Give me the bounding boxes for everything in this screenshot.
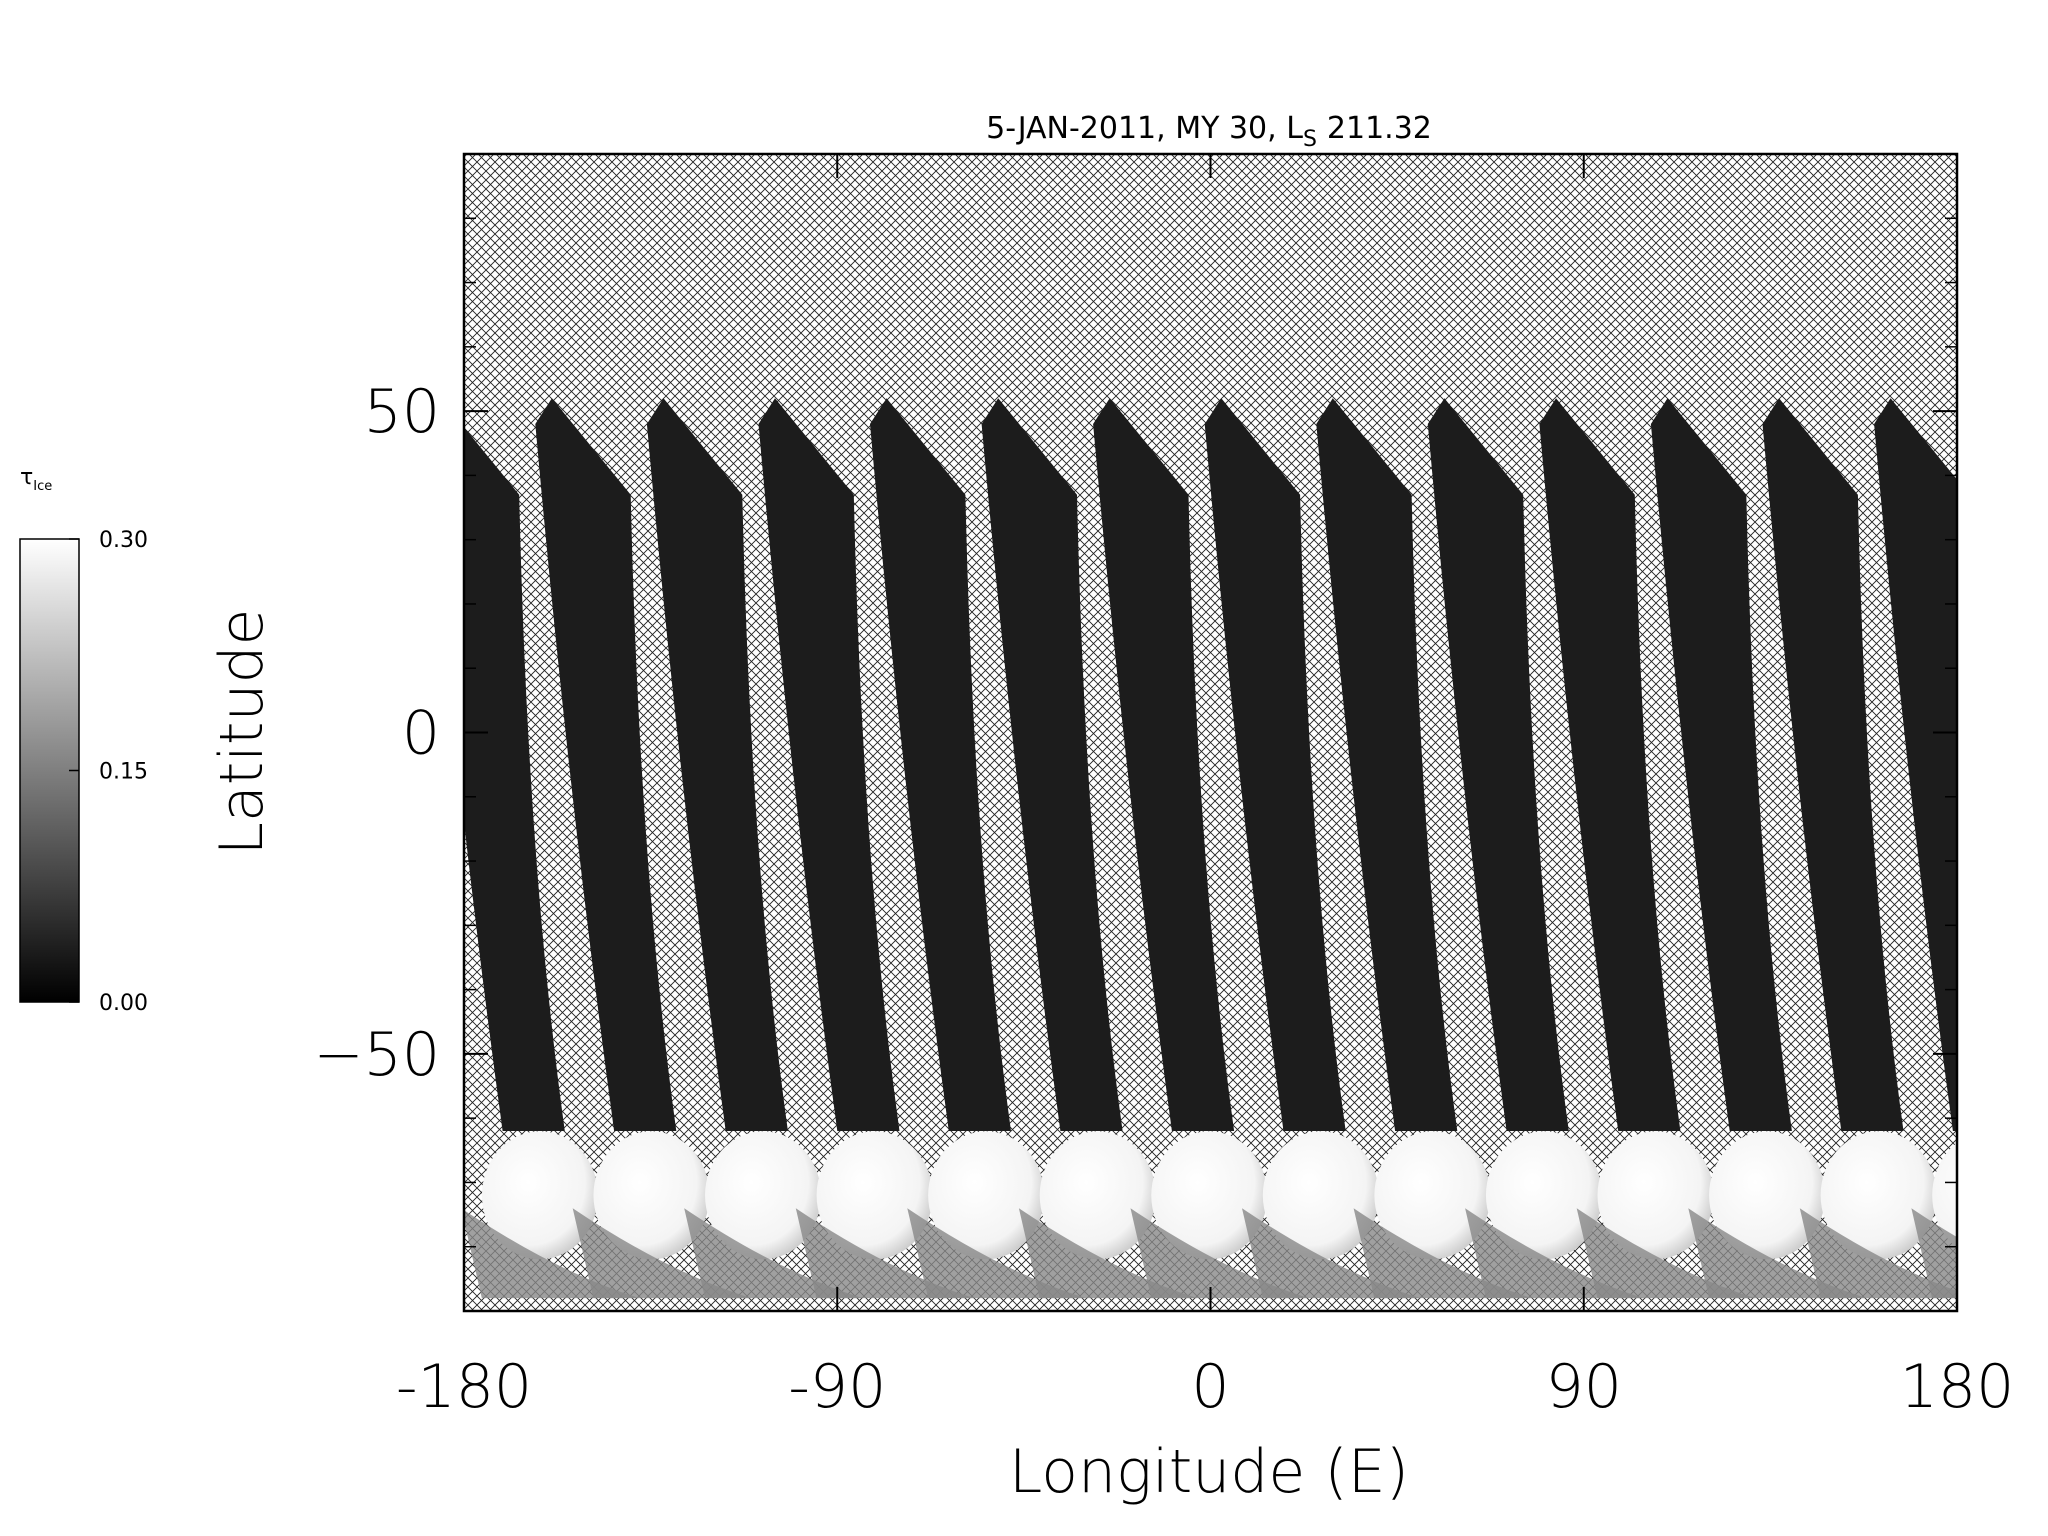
polar-noise bbox=[1130, 1208, 1309, 1299]
swath bbox=[1316, 398, 1458, 1131]
swath bbox=[1874, 398, 1957, 1131]
polar-noise bbox=[1688, 1208, 1867, 1299]
colorbar-tick-label: 0.30 bbox=[99, 528, 148, 553]
title-text: 5-JAN-2011, MY 30, L bbox=[986, 111, 1303, 146]
polar-noise bbox=[1242, 1208, 1421, 1299]
polar-noise bbox=[2023, 1208, 2048, 1298]
polar-ice bbox=[705, 1131, 822, 1260]
colorbar-tick-label: 0.00 bbox=[99, 991, 148, 1016]
polar-noise bbox=[1018, 1208, 1198, 1299]
polar-ice bbox=[1820, 1131, 1937, 1260]
polar-noise bbox=[795, 1208, 975, 1299]
polar-noise bbox=[1911, 1208, 1957, 1299]
chart-title: 5-JAN-2011, MY 30, LS 211.32 bbox=[986, 111, 1432, 152]
polar-ice bbox=[1597, 1131, 1714, 1260]
title-subscript: S bbox=[1303, 127, 1317, 152]
swath bbox=[646, 398, 788, 1131]
polar-noise bbox=[1353, 1208, 1532, 1299]
polar-ice bbox=[1485, 1131, 1602, 1260]
polar-noise bbox=[1576, 1208, 1755, 1299]
colorbar-subscript: Ice bbox=[33, 479, 52, 494]
swath bbox=[1762, 398, 1904, 1131]
polar-noise bbox=[907, 1208, 1086, 1299]
swath bbox=[981, 398, 1123, 1131]
x-tick-label: -180 bbox=[396, 1352, 532, 1422]
y-tick-label: 50 bbox=[364, 377, 440, 447]
x-tick-label: 180 bbox=[1900, 1352, 2015, 1422]
polar-noise bbox=[464, 1210, 640, 1299]
swath bbox=[464, 427, 565, 1131]
swath bbox=[1204, 398, 1346, 1131]
polar-ice bbox=[928, 1131, 1045, 1260]
polar-ice bbox=[1039, 1131, 1156, 1260]
colorbar-symbol: τ bbox=[20, 465, 33, 490]
polar-ice bbox=[481, 1131, 598, 1260]
y-tick-label: −50 bbox=[313, 1020, 440, 1090]
x-tick-label: 90 bbox=[1546, 1352, 1622, 1422]
y-axis-label: Latitude bbox=[207, 609, 277, 856]
polar-noise bbox=[572, 1208, 751, 1299]
polar-ice bbox=[1262, 1131, 1379, 1260]
polar-noise bbox=[1465, 1208, 1644, 1299]
swath bbox=[1650, 398, 1792, 1131]
polar-noise bbox=[1799, 1208, 1957, 1299]
polar-ice bbox=[2044, 1131, 2048, 1259]
swath bbox=[535, 398, 677, 1131]
title-value: 211.32 bbox=[1327, 111, 1432, 146]
x-tick-label: -90 bbox=[788, 1352, 886, 1422]
polar-ice bbox=[1151, 1131, 1268, 1260]
x-tick-label: 0 bbox=[1191, 1352, 1229, 1422]
x-axis-label: Longitude (E) bbox=[1009, 1437, 1409, 1507]
polar-ice bbox=[1709, 1131, 1826, 1260]
swath bbox=[1427, 398, 1569, 1131]
polar-noise bbox=[684, 1208, 863, 1299]
swaths bbox=[464, 398, 2048, 1299]
swath bbox=[758, 398, 900, 1131]
colorbar-tick-label: 0.15 bbox=[99, 760, 148, 785]
swath bbox=[870, 398, 1011, 1131]
swath bbox=[1539, 398, 1681, 1131]
polar-ice bbox=[593, 1131, 710, 1260]
swath bbox=[1986, 398, 2048, 1131]
colorbar-label: τIce bbox=[20, 465, 52, 494]
polar-ice bbox=[1374, 1131, 1491, 1260]
y-tick-label: 0 bbox=[402, 699, 440, 769]
swath bbox=[1093, 398, 1235, 1131]
polar-ice bbox=[816, 1131, 933, 1260]
polar-ice bbox=[1932, 1142, 1957, 1248]
